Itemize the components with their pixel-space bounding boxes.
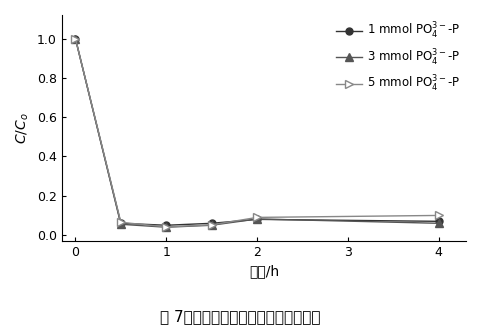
3 mmol PO$_4^{3-}$-P [163,225,169,229]
3 mmol PO$_4^{3-}$-P [118,222,123,226]
3 mmol PO$_4^{3-}$-P [72,37,78,40]
Line: 1 mmol PO$_4^{3-}$-P: 1 mmol PO$_4^{3-}$-P [72,35,441,229]
3 mmol PO$_4^{3-}$-P [435,221,441,225]
5 mmol PO$_4^{3-}$-P [118,220,123,224]
5 mmol PO$_4^{3-}$-P [208,223,214,227]
1 mmol PO$_4^{3-}$-P [118,221,123,225]
Legend: 1 mmol PO$_4^{3-}$-P, 3 mmol PO$_4^{3-}$-P, 5 mmol PO$_4^{3-}$-P: 1 mmol PO$_4^{3-}$-P, 3 mmol PO$_4^{3-}$… [336,21,459,94]
1 mmol PO$_4^{3-}$-P [254,217,260,221]
5 mmol PO$_4^{3-}$-P [435,214,441,217]
5 mmol PO$_4^{3-}$-P [254,215,260,219]
1 mmol PO$_4^{3-}$-P [435,219,441,223]
1 mmol PO$_4^{3-}$-P [208,221,214,225]
Text: 图 7　不同磷初始浓度下的磷去除效果: 图 7 不同磷初始浓度下的磷去除效果 [160,309,320,324]
Line: 5 mmol PO$_4^{3-}$-P: 5 mmol PO$_4^{3-}$-P [71,35,442,231]
1 mmol PO$_4^{3-}$-P [163,223,169,227]
1 mmol PO$_4^{3-}$-P [72,37,78,40]
X-axis label: 时间/h: 时间/h [248,264,278,278]
Line: 3 mmol PO$_4^{3-}$-P: 3 mmol PO$_4^{3-}$-P [71,35,442,231]
Y-axis label: $C/C_o$: $C/C_o$ [15,112,31,144]
5 mmol PO$_4^{3-}$-P [72,37,78,40]
3 mmol PO$_4^{3-}$-P [254,217,260,221]
5 mmol PO$_4^{3-}$-P [163,225,169,229]
3 mmol PO$_4^{3-}$-P [208,223,214,227]
